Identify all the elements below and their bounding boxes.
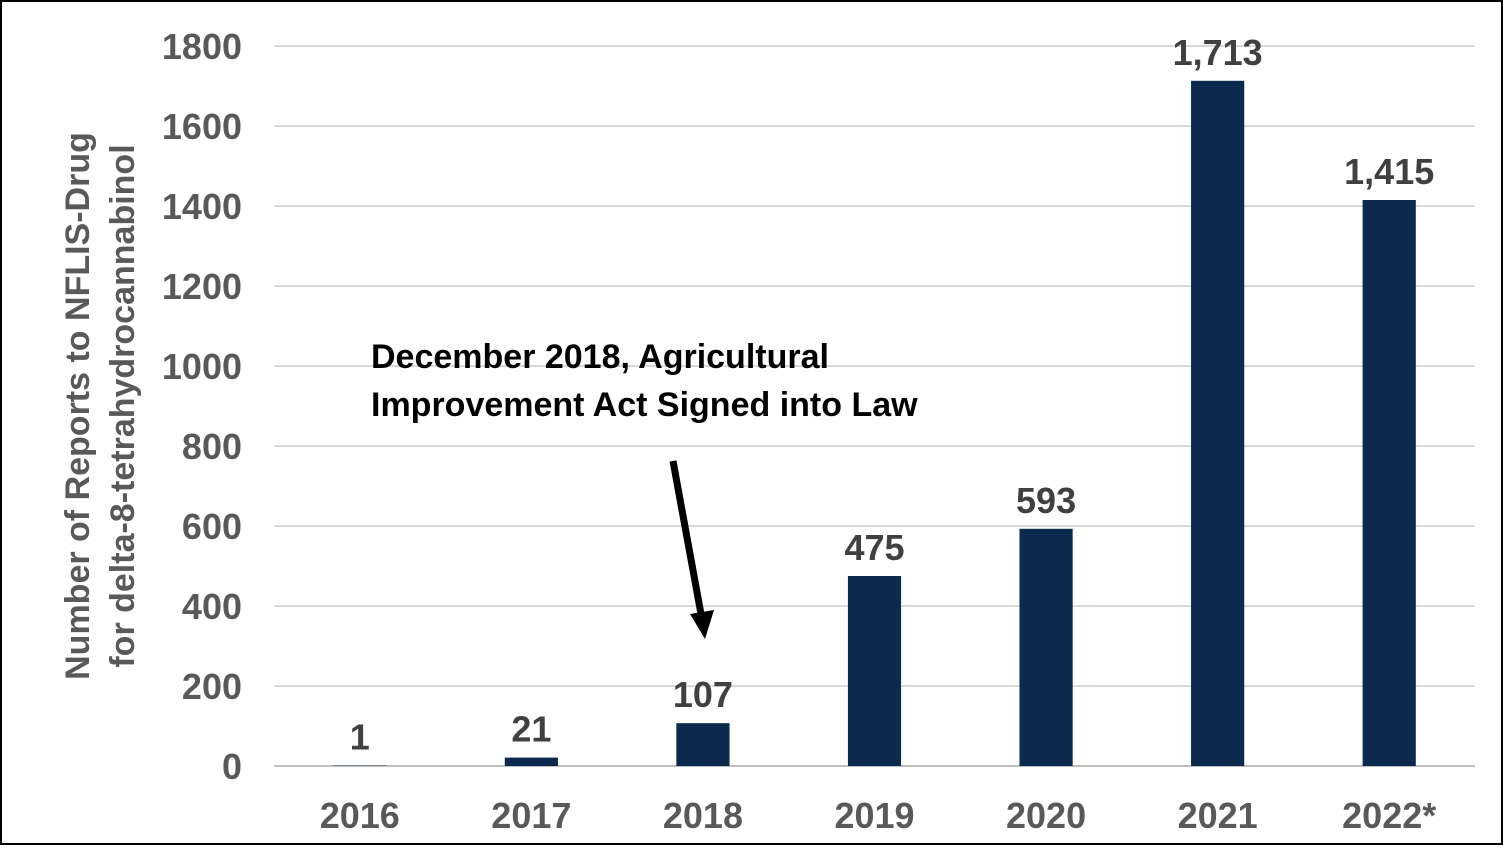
y-tick-label: 1400 bbox=[162, 186, 242, 227]
data-label: 475 bbox=[844, 527, 904, 568]
x-category-label: 2018 bbox=[663, 795, 743, 836]
data-label: 1,713 bbox=[1173, 32, 1263, 73]
bar-2020 bbox=[1019, 529, 1072, 766]
x-category-label: 2016 bbox=[320, 795, 400, 836]
y-axis-ticks: 0 200 400 600 800 1000 1200 1400 1600 1800 bbox=[162, 26, 242, 787]
bar-2018 bbox=[676, 723, 729, 766]
y-axis-title-line-2: for delta-8-tetrahydrocannabinol bbox=[104, 144, 142, 667]
bar-2021 bbox=[1191, 81, 1244, 766]
x-category-label: 2022* bbox=[1342, 795, 1436, 836]
y-tick-label: 600 bbox=[182, 506, 242, 547]
x-axis-categories: 2016 2017 2018 2019 2020 2021 2022* bbox=[320, 795, 1437, 836]
y-tick-label: 1600 bbox=[162, 106, 242, 147]
data-label: 1,415 bbox=[1344, 151, 1434, 192]
y-axis-title-line-1: Number of Reports to NFLIS-Drug bbox=[59, 132, 97, 680]
annotation-arrow-shaft bbox=[673, 461, 701, 614]
y-tick-label: 1800 bbox=[162, 26, 242, 67]
data-label: 107 bbox=[673, 674, 733, 715]
data-label: 21 bbox=[511, 709, 551, 750]
x-category-label: 2019 bbox=[834, 795, 914, 836]
annotation-arrow bbox=[673, 461, 714, 639]
bar-2017 bbox=[505, 758, 558, 766]
bar-2022* bbox=[1363, 200, 1416, 766]
x-category-label: 2020 bbox=[1006, 795, 1086, 836]
y-tick-label: 400 bbox=[182, 586, 242, 627]
data-label: 1 bbox=[350, 717, 370, 758]
annotation-line-1: December 2018, Agricultural bbox=[371, 338, 829, 376]
annotation-arrow-head bbox=[690, 610, 714, 639]
y-tick-label: 0 bbox=[222, 746, 242, 787]
data-label: 593 bbox=[1016, 480, 1076, 521]
bar-2019 bbox=[848, 576, 901, 766]
x-category-label: 2021 bbox=[1178, 795, 1258, 836]
y-tick-label: 1000 bbox=[162, 346, 242, 387]
y-tick-label: 800 bbox=[182, 426, 242, 467]
annotation-line-2: Improvement Act Signed into Law bbox=[371, 386, 918, 424]
y-tick-label: 1200 bbox=[162, 266, 242, 307]
x-category-label: 2017 bbox=[491, 795, 571, 836]
y-tick-label: 200 bbox=[182, 666, 242, 707]
